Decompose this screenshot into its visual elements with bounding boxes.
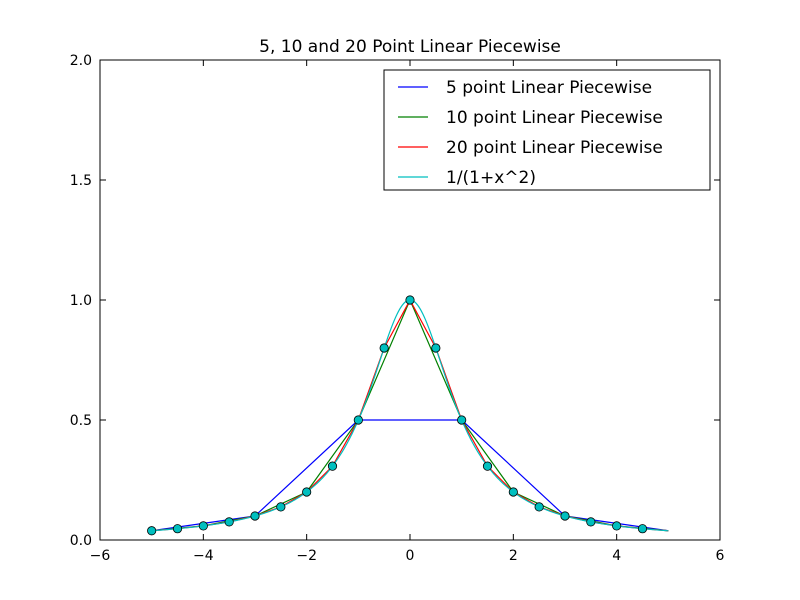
data-point-marker xyxy=(302,487,312,497)
data-point-marker xyxy=(431,343,441,353)
data-point-marker xyxy=(250,511,260,521)
legend-label-5-point-linear-piecewise: 5 point Linear Piecewise xyxy=(446,78,652,98)
legend-label-20-point-linear-piecewise: 20 point Linear Piecewise xyxy=(446,138,663,158)
x-tick-label: 6 xyxy=(716,548,725,564)
data-point-marker xyxy=(457,415,467,425)
x-tick-label: 2 xyxy=(509,548,518,564)
legend-box xyxy=(383,69,711,191)
data-point-marker xyxy=(147,526,157,536)
data-point-marker xyxy=(224,517,234,527)
marker-layer xyxy=(147,295,648,536)
data-point-marker xyxy=(482,461,493,471)
data-point-marker xyxy=(560,511,570,521)
data-point-marker xyxy=(534,502,544,512)
data-point-marker xyxy=(276,502,286,512)
y-tick-label: 2.0 xyxy=(70,53,92,69)
legend-label-1-1-x-2: 1/(1+x^2) xyxy=(446,168,536,188)
data-point-marker xyxy=(586,517,596,527)
axis-ticks: −6 −4 −2 0 2 4 6 0.0 0.5 1.0 1.5 2.0 xyxy=(70,53,725,564)
x-tick-label: 4 xyxy=(612,548,621,564)
data-point-marker xyxy=(405,295,415,305)
data-point-marker xyxy=(198,521,208,531)
data-point-marker xyxy=(327,461,338,471)
chart-title: 5, 10 and 20 Point Linear Piecewise xyxy=(259,37,561,57)
x-tick-label: 0 xyxy=(406,548,415,564)
data-point-marker xyxy=(508,487,518,497)
x-tick-label: −4 xyxy=(193,548,214,564)
data-point-marker xyxy=(637,524,648,534)
data-point-marker xyxy=(379,343,389,353)
y-tick-label: 1.0 xyxy=(70,293,92,309)
x-tick-label: −2 xyxy=(296,548,317,564)
data-point-marker xyxy=(353,415,363,425)
data-point-marker xyxy=(612,521,622,531)
y-tick-label: 0.5 xyxy=(70,413,92,429)
series-line-5-point-linear-piecewise xyxy=(151,419,669,532)
plot-frame xyxy=(99,59,721,541)
legend: 5 point Linear Piecewise 10 point Linear … xyxy=(383,69,711,191)
y-tick-label: 1.5 xyxy=(70,173,92,189)
x-tick-label: −6 xyxy=(90,548,111,564)
y-tick-label: 0.0 xyxy=(70,533,92,549)
data-point-marker xyxy=(172,524,183,534)
legend-label-10-point-linear-piecewise: 10 point Linear Piecewise xyxy=(446,108,663,128)
legend-items: 5 point Linear Piecewise 10 point Linear … xyxy=(398,78,663,188)
